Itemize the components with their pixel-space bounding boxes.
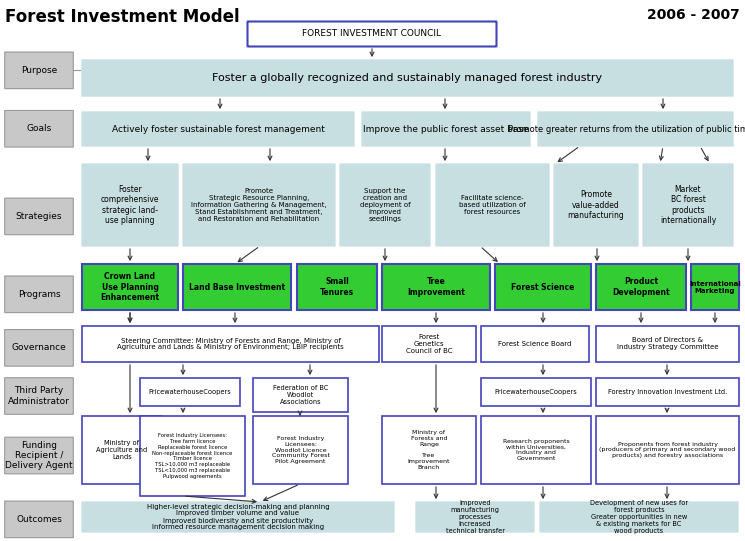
FancyBboxPatch shape — [4, 437, 73, 474]
Text: PricewaterhouseCoopers: PricewaterhouseCoopers — [148, 389, 232, 395]
FancyBboxPatch shape — [82, 111, 355, 147]
Text: Proponents from forest industry
(producers of primary and secondary wood
product: Proponents from forest industry (produce… — [600, 441, 735, 458]
FancyBboxPatch shape — [82, 326, 379, 362]
Text: FOREST INVESTMENT COUNCIL: FOREST INVESTMENT COUNCIL — [302, 30, 442, 38]
FancyBboxPatch shape — [481, 326, 589, 362]
FancyBboxPatch shape — [436, 164, 549, 246]
Text: Forest Science Board: Forest Science Board — [498, 341, 571, 347]
FancyBboxPatch shape — [183, 164, 335, 246]
Text: Foster a globally recognized and sustainably managed forest industry: Foster a globally recognized and sustain… — [212, 73, 603, 83]
FancyBboxPatch shape — [4, 110, 73, 147]
Text: Improve the public forest asset base: Improve the public forest asset base — [364, 124, 529, 134]
FancyBboxPatch shape — [596, 326, 739, 362]
FancyBboxPatch shape — [596, 416, 739, 484]
Text: Third Party
Administrator: Third Party Administrator — [8, 386, 70, 406]
Text: Programs: Programs — [18, 290, 60, 299]
Text: PricewaterhouseCoopers: PricewaterhouseCoopers — [495, 389, 577, 395]
FancyBboxPatch shape — [554, 164, 638, 246]
Text: Ministry of
Agriculture and
Lands: Ministry of Agriculture and Lands — [96, 440, 148, 460]
FancyBboxPatch shape — [643, 164, 733, 246]
Text: Support the
creation and
deployment of
improved
seedlings: Support the creation and deployment of i… — [360, 188, 410, 222]
Text: Tree
Improvement: Tree Improvement — [407, 278, 465, 296]
Text: Outcomes: Outcomes — [16, 515, 62, 524]
Text: Steering Committee: Ministry of Forests and Range, Ministry of
Agriculture and L: Steering Committee: Ministry of Forests … — [117, 338, 344, 351]
Text: Forest Investment Model: Forest Investment Model — [5, 8, 240, 26]
Text: Foster
comprehensive
strategic land-
use planning: Foster comprehensive strategic land- use… — [101, 185, 159, 225]
FancyBboxPatch shape — [481, 416, 592, 484]
Text: Promote
value-added
manufacturing: Promote value-added manufacturing — [568, 190, 624, 220]
Text: Higher-level strategic decision-making and planning
Improved timber volume and v: Higher-level strategic decision-making a… — [147, 504, 329, 531]
FancyBboxPatch shape — [381, 326, 476, 362]
FancyBboxPatch shape — [253, 378, 348, 412]
FancyBboxPatch shape — [81, 60, 734, 96]
Text: Market
BC forest
products
internationally: Market BC forest products internationall… — [660, 185, 716, 225]
FancyBboxPatch shape — [140, 378, 240, 406]
FancyBboxPatch shape — [82, 502, 394, 532]
FancyBboxPatch shape — [691, 264, 739, 310]
Text: Strategies: Strategies — [16, 212, 63, 221]
FancyBboxPatch shape — [495, 264, 592, 310]
FancyBboxPatch shape — [297, 264, 377, 310]
FancyBboxPatch shape — [381, 264, 490, 310]
FancyBboxPatch shape — [253, 416, 348, 484]
Text: Board of Directors &
Industry Strategy Committee: Board of Directors & Industry Strategy C… — [617, 338, 718, 351]
FancyBboxPatch shape — [4, 501, 73, 538]
Text: Improved
manufacturing
processes
Increased
technical transfer: Improved manufacturing processes Increas… — [446, 500, 504, 534]
FancyBboxPatch shape — [539, 502, 738, 532]
Text: Promote greater returns from the utilization of public timber: Promote greater returns from the utiliza… — [508, 124, 745, 134]
Text: Goals: Goals — [26, 124, 51, 133]
Text: Development of new uses for
forest products
Greater opportunities in new
& exist: Development of new uses for forest produ… — [590, 500, 688, 534]
Text: Forest
Genetics
Council of BC: Forest Genetics Council of BC — [406, 334, 452, 354]
Text: Research proponents
within Universities,
Industry and
Government: Research proponents within Universities,… — [503, 439, 569, 461]
FancyBboxPatch shape — [183, 264, 291, 310]
FancyBboxPatch shape — [82, 416, 162, 484]
FancyBboxPatch shape — [481, 378, 592, 406]
Text: Forest Industry
Licensees:
Woodlot Licence
Community Forest
Pilot Agreement: Forest Industry Licensees: Woodlot Licen… — [272, 436, 329, 464]
FancyBboxPatch shape — [247, 22, 496, 47]
FancyBboxPatch shape — [4, 52, 73, 89]
Text: Ministry of
Forests and
Range

Tree
Improvement
Branch: Ministry of Forests and Range Tree Impro… — [408, 430, 450, 470]
FancyBboxPatch shape — [361, 111, 530, 147]
FancyBboxPatch shape — [4, 198, 73, 235]
FancyBboxPatch shape — [4, 329, 73, 366]
FancyBboxPatch shape — [381, 416, 476, 484]
Text: 2006 - 2007: 2006 - 2007 — [647, 8, 740, 22]
FancyBboxPatch shape — [4, 378, 73, 414]
Text: International
Marketing: International Marketing — [689, 280, 741, 294]
FancyBboxPatch shape — [82, 164, 178, 246]
Text: Purpose: Purpose — [21, 66, 57, 75]
FancyBboxPatch shape — [596, 378, 739, 406]
FancyBboxPatch shape — [140, 416, 245, 496]
Text: Federation of BC
Woodlot
Associations: Federation of BC Woodlot Associations — [273, 385, 329, 405]
FancyBboxPatch shape — [4, 276, 73, 313]
Text: Promote
Strategic Resource Planning,
Information Gathering & Management,
Stand E: Promote Strategic Resource Planning, Inf… — [191, 188, 327, 222]
Text: Funding
Recipient /
Delivery Agent: Funding Recipient / Delivery Agent — [5, 440, 73, 471]
Text: Actively foster sustainable forest management: Actively foster sustainable forest manag… — [112, 124, 324, 134]
Text: Governance: Governance — [12, 344, 66, 352]
Text: Facilitate science-
based utilization of
forest resources: Facilitate science- based utilization of… — [459, 195, 526, 215]
FancyBboxPatch shape — [340, 164, 431, 246]
Text: Forestry Innovation Investment Ltd.: Forestry Innovation Investment Ltd. — [608, 389, 727, 395]
Text: Forest Industry Licensees:
Tree farm licence
Replaceable forest licence
Non-repl: Forest Industry Licensees: Tree farm lic… — [152, 433, 232, 479]
Text: Product
Development: Product Development — [612, 278, 670, 296]
FancyBboxPatch shape — [82, 264, 178, 310]
FancyBboxPatch shape — [596, 264, 686, 310]
Text: Small
Tenures: Small Tenures — [320, 278, 354, 296]
Text: Crown Land
Use Planning
Enhancement: Crown Land Use Planning Enhancement — [101, 272, 159, 302]
Text: Land Base Investment: Land Base Investment — [189, 282, 285, 292]
Text: Forest Science: Forest Science — [511, 282, 574, 292]
FancyBboxPatch shape — [416, 502, 534, 532]
FancyBboxPatch shape — [538, 111, 733, 147]
